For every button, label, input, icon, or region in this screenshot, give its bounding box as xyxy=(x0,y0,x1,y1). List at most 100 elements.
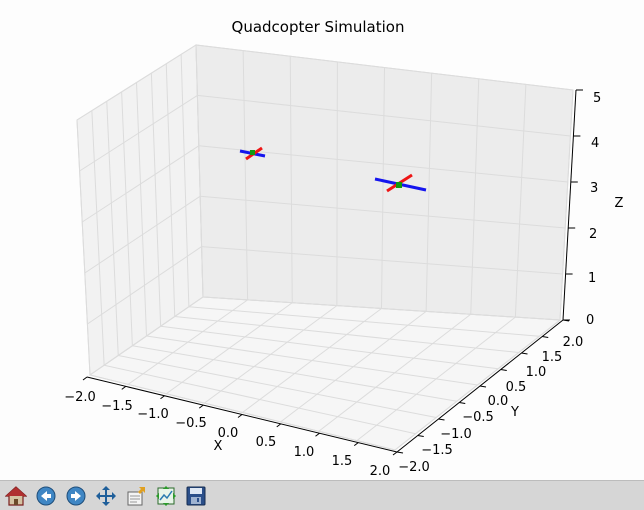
x-tick-label: 1.5 xyxy=(332,454,353,469)
subplots-button[interactable] xyxy=(153,483,179,509)
grid-line xyxy=(195,44,574,91)
z-axis-label: Z xyxy=(615,196,624,211)
x-tick-labels: −2.0 −1.5 −1.0 −0.5 0.0 0.5 1.0 1.5 2.0 xyxy=(64,390,390,479)
x-tick-mark xyxy=(121,385,127,390)
y-tick-mark xyxy=(417,435,424,437)
y-tick-label: 0.5 xyxy=(506,380,527,395)
grid-line xyxy=(197,94,571,137)
x-tick-label: −1.5 xyxy=(101,399,133,414)
back-icon xyxy=(36,486,56,505)
grid-line xyxy=(559,89,574,321)
x-axis-label: X xyxy=(214,439,223,454)
x-tick-mark xyxy=(82,376,88,381)
y-tick-mark xyxy=(479,385,487,388)
y-tick-labels: −2.0 −1.5 −1.0 −0.5 0.0 0.5 1.0 1.5 2.0 xyxy=(398,335,583,475)
grid-line xyxy=(381,67,385,309)
y-tick-label: 2.0 xyxy=(563,335,584,350)
z-tick-label: 0 xyxy=(586,313,594,328)
y-tick-mark xyxy=(542,336,549,338)
grid-line xyxy=(200,195,566,229)
x-tick-label: 0.0 xyxy=(218,426,239,441)
home-button[interactable] xyxy=(3,483,29,509)
save-icon xyxy=(186,486,206,505)
grid-line xyxy=(174,316,519,353)
back-button[interactable] xyxy=(33,483,59,509)
grid-line xyxy=(394,319,561,451)
grid-lines xyxy=(76,44,574,451)
x-tick-label: 0.5 xyxy=(256,435,277,450)
subplots-icon xyxy=(156,485,176,506)
x-tick-mark xyxy=(198,404,204,409)
grid-line xyxy=(336,61,338,306)
y-tick-label: 1.0 xyxy=(526,365,547,380)
save-button[interactable] xyxy=(183,483,209,509)
quadcopter-2-center xyxy=(396,182,402,188)
z-tick-labels: 0 1 2 3 4 5 xyxy=(586,91,601,328)
zoom-button[interactable] xyxy=(123,483,149,509)
x-tick-label: 2.0 xyxy=(370,464,391,479)
z-tick-label: 5 xyxy=(593,91,601,106)
grid-line xyxy=(146,335,478,386)
grid-line xyxy=(136,82,147,337)
z-tick-label: 4 xyxy=(591,136,599,151)
y-tick-mark xyxy=(500,369,507,371)
grid-line xyxy=(89,296,204,376)
x-tick-label: 1.0 xyxy=(294,445,315,460)
x-tick-mark xyxy=(276,423,282,428)
grid-line xyxy=(79,94,198,172)
x-tick-mark xyxy=(315,432,320,437)
x-tick-label: −0.5 xyxy=(175,416,207,431)
zoom-icon xyxy=(127,486,145,505)
quadcopter-1-center xyxy=(250,150,255,155)
y-tick-mark xyxy=(396,451,404,454)
y-tick-label: −1.5 xyxy=(421,443,453,458)
grid-line xyxy=(121,91,133,346)
forward-icon xyxy=(66,486,86,505)
grid-line xyxy=(202,296,561,321)
grid-line xyxy=(87,246,202,325)
grid-line xyxy=(201,246,563,275)
x-tick-mark xyxy=(353,442,359,447)
grid-line xyxy=(76,44,197,121)
grid-line xyxy=(242,50,249,300)
y-axis-label: Y xyxy=(510,405,519,420)
x-tick-mark xyxy=(160,395,165,400)
grid-line xyxy=(470,78,480,315)
navigation-toolbar xyxy=(0,480,644,510)
quadcopter-1 xyxy=(239,146,266,161)
grid-line xyxy=(356,316,516,442)
z-tick-label: 1 xyxy=(588,271,596,286)
tick-marks xyxy=(82,89,583,456)
grid-line xyxy=(514,84,527,318)
grid-line xyxy=(76,119,91,376)
x-tick-label: −1.0 xyxy=(137,407,169,422)
grid-line xyxy=(91,110,105,366)
grid-line xyxy=(84,195,201,274)
grid-line xyxy=(289,56,293,303)
y-tick-label: 1.5 xyxy=(542,350,563,365)
quadcopter-2 xyxy=(374,173,427,193)
axes-panes xyxy=(76,44,574,451)
y-tick-mark xyxy=(459,402,466,404)
grid-line xyxy=(188,306,540,337)
chart-title: Quadcopter Simulation xyxy=(232,18,405,36)
y-tick-mark xyxy=(438,418,445,421)
pan-button[interactable] xyxy=(93,483,119,509)
grid-line xyxy=(195,44,204,298)
z-tick-label: 2 xyxy=(589,227,597,242)
pan-icon xyxy=(96,485,116,506)
y-tick-label: −2.0 xyxy=(398,460,430,475)
x-tick-mark xyxy=(237,414,243,418)
grid-line xyxy=(106,101,119,356)
grid-line xyxy=(81,145,200,223)
x-tick-label: −2.0 xyxy=(64,390,96,405)
grid-line xyxy=(180,54,190,307)
grid-line xyxy=(150,73,162,327)
grid-line xyxy=(318,313,472,432)
y-tick-label: −1.0 xyxy=(440,427,472,442)
grid-line xyxy=(198,145,568,183)
grid-line xyxy=(425,73,433,312)
home-icon xyxy=(5,485,27,506)
plot-area[interactable]: Quadcopter Simulation X Y Z −2.0 −1.5 −1… xyxy=(0,0,644,480)
forward-button[interactable] xyxy=(63,483,89,509)
